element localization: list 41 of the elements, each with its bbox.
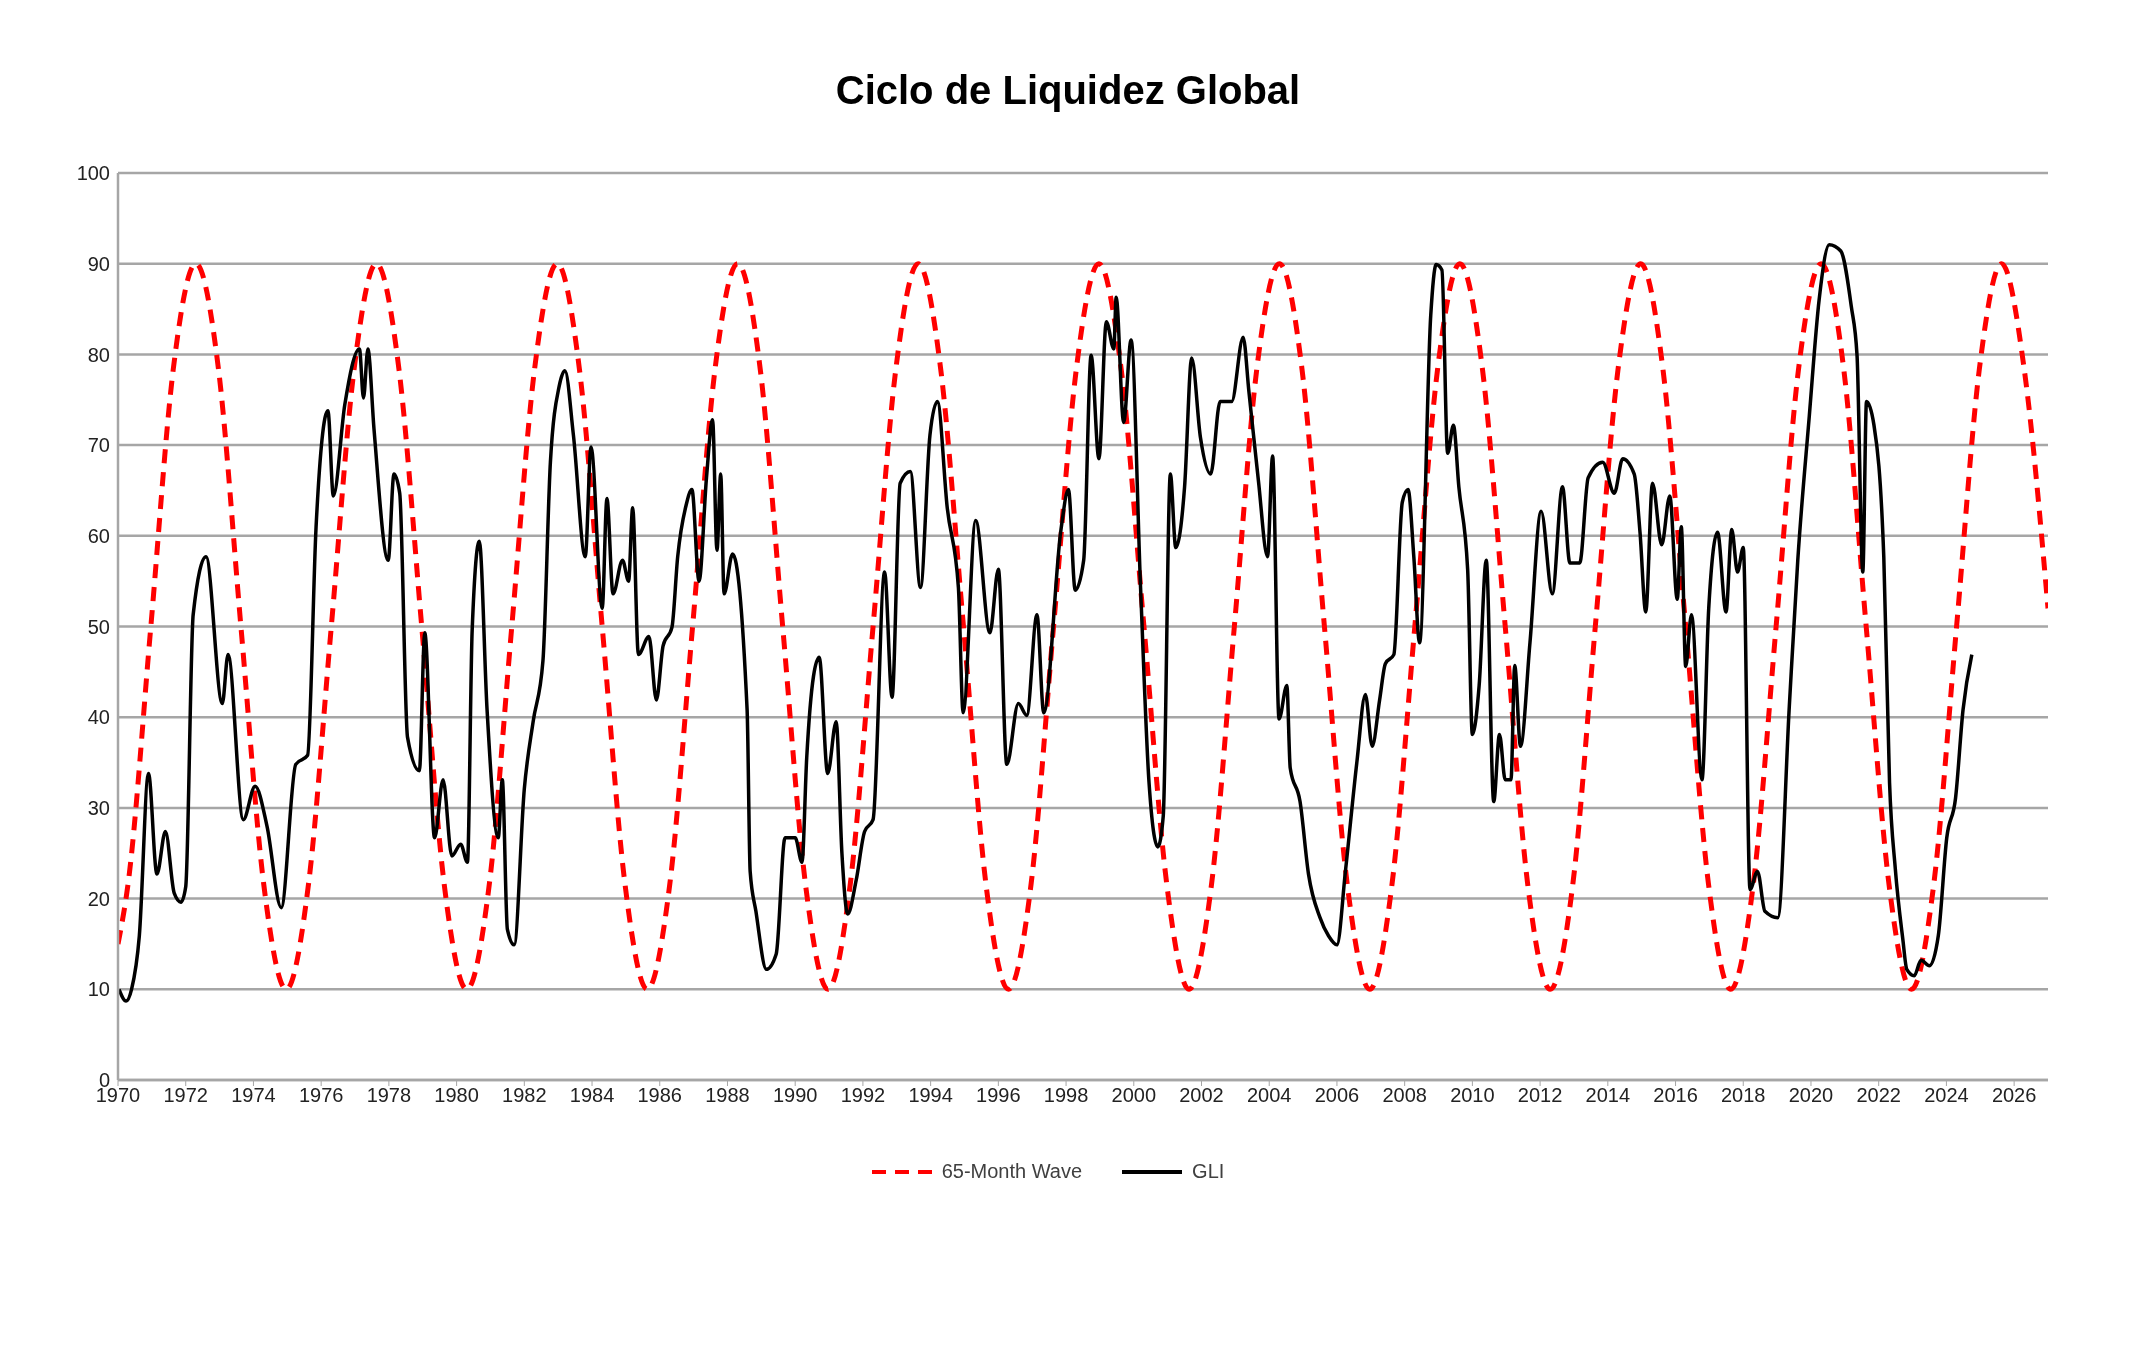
x-tick-label: 1974 (231, 1084, 276, 1107)
x-tick-label: 2020 (1788, 1084, 1834, 1107)
x-tick-label: 2010 (1450, 1084, 1495, 1107)
x-tick-label: 2018 (1721, 1084, 1766, 1107)
x-tick-label: 2014 (1585, 1084, 1631, 1107)
x-tick-label: 2026 (1991, 1084, 2037, 1107)
x-tick-label: 2022 (1856, 1084, 1901, 1107)
y-tick-label: 80 (87, 343, 110, 366)
x-tick-label: 1988 (705, 1084, 750, 1107)
x-tick-label: 1984 (569, 1084, 615, 1107)
x-tick-label: 2004 (1246, 1084, 1292, 1107)
x-tick-label: 1978 (366, 1084, 412, 1107)
x-tick-label: 1990 (772, 1084, 818, 1107)
x-tick-label: 1972 (163, 1084, 208, 1107)
legend-label: 65-Month Wave (941, 1160, 1083, 1183)
y-tick-label: 50 (87, 615, 110, 638)
y-tick-label: 70 (87, 434, 110, 457)
x-tick-label: 2000 (1111, 1084, 1157, 1107)
x-tick-label: 2012 (1517, 1084, 1563, 1107)
y-tick-label: 10 (87, 978, 110, 1001)
x-tick-label: 1976 (298, 1084, 344, 1107)
x-tick-label: 1980 (434, 1084, 479, 1107)
y-tick-label: 100 (76, 162, 110, 185)
x-tick-label: 2002 (1179, 1084, 1224, 1107)
y-tick-label: 40 (87, 706, 110, 729)
y-tick-label: 90 (87, 252, 110, 275)
x-tick-label: 1986 (637, 1084, 682, 1107)
x-tick-label: 1992 (840, 1084, 886, 1107)
x-tick-label: 1982 (502, 1084, 547, 1107)
x-tick-label: 2016 (1653, 1084, 1698, 1107)
x-tick-label: 1996 (976, 1084, 1021, 1107)
y-tick-label: 20 (87, 887, 110, 910)
chart-title: Ciclo de Liquidez Global (834, 67, 1302, 114)
x-tick-label: 1998 (1043, 1084, 1089, 1107)
x-tick-label: 2006 (1314, 1084, 1360, 1107)
x-tick-label: 1994 (908, 1084, 953, 1107)
y-tick-label: 30 (87, 797, 110, 819)
legend-label: GLI (1192, 1160, 1225, 1183)
y-tick-label: 60 (87, 524, 110, 547)
x-tick-label: 2024 (1924, 1084, 1969, 1107)
x-tick-label: 2008 (1382, 1084, 1427, 1107)
